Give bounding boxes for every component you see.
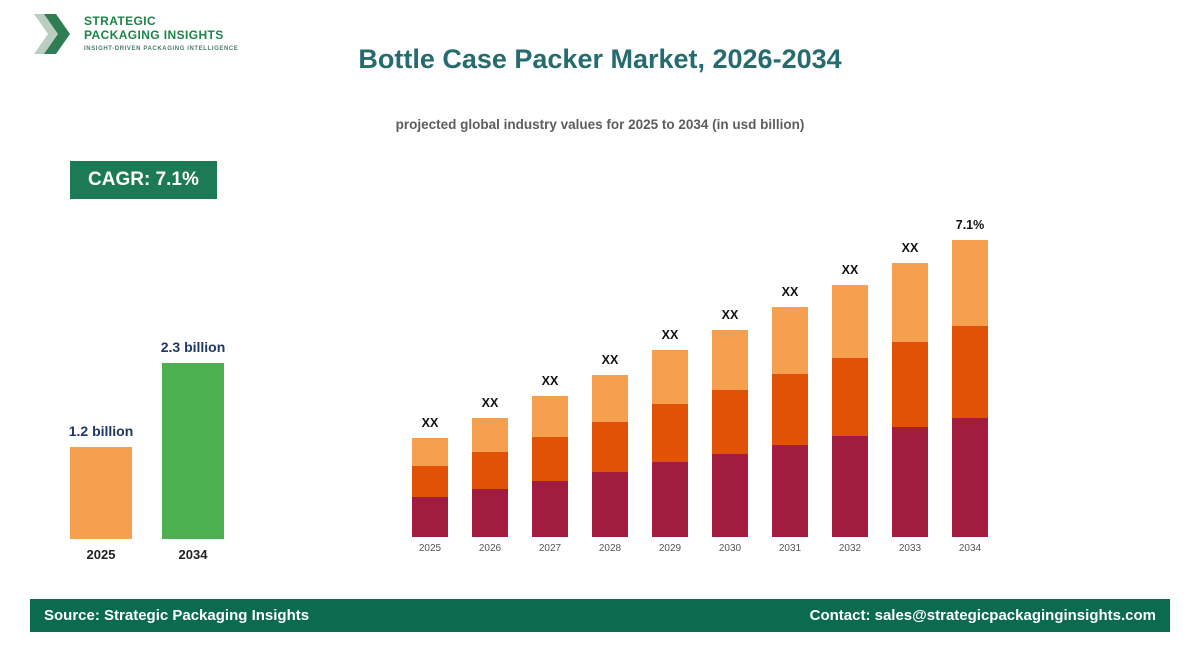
summary-chart-column: 2.3 billion 2034 (160, 339, 226, 562)
footer-bar: Source: Strategic Packaging Insights Con… (30, 599, 1170, 632)
stacked-bar-year-label: 2025 (418, 543, 442, 554)
stacked-bar-segment-top (952, 240, 988, 326)
summary-bar (162, 363, 224, 539)
footer-source: Source: Strategic Packaging Insights (44, 607, 310, 624)
page-title: Bottle Case Packer Market, 2026-2034 (358, 44, 842, 74)
cagr-badge: CAGR: 7.1% (70, 161, 217, 199)
stacked-bar-segment-middle (892, 342, 928, 427)
stacked-bar-value-label: XX (721, 308, 739, 322)
stacked-bar-year-label: 2029 (658, 543, 682, 554)
stacked-bar-segment-top (412, 438, 448, 466)
summary-bar-value-label: 2.3 billion (160, 339, 226, 355)
stacked-bar-segment-bottom (592, 472, 628, 537)
summary-chart: 1.2 billion 2025 2.3 billion 2034 (68, 339, 226, 562)
stacked-chart-column: XX 2032 (832, 263, 868, 554)
stacked-bar-year-label: 2032 (838, 543, 862, 554)
stacked-bar-segment-bottom (532, 481, 568, 537)
stacked-bar-year-label: 2028 (598, 543, 622, 554)
stacked-chart-column: XX 2031 (772, 285, 808, 554)
stacked-bar-segment-top (472, 418, 508, 452)
stacked-bar-segment-bottom (832, 436, 868, 537)
stacked-bar-segment-top (772, 307, 808, 374)
stacked-chart-column: XX 2027 (532, 374, 568, 554)
stacked-chart-column: XX 2033 (892, 241, 928, 554)
stacked-bar-segment-bottom (772, 445, 808, 537)
stacked-chart-column: XX 2030 (712, 308, 748, 554)
page-subtitle: projected global industry values for 202… (395, 117, 805, 132)
stacked-bar-segment-middle (952, 326, 988, 418)
stacked-bar-segment-bottom (412, 497, 448, 537)
stacked-bar-segment-middle (592, 422, 628, 472)
stacked-bar-segment-middle (772, 374, 808, 445)
summary-bar-year-label: 2034 (178, 547, 208, 562)
summary-bar (70, 447, 132, 539)
stacked-chart-column: XX 2025 (412, 416, 448, 554)
stacked-bar-segment-top (712, 330, 748, 390)
logo: STRATEGIC PACKAGING INSIGHTS INSIGHT-DRI… (30, 12, 238, 56)
stacked-bar-segment-middle (412, 466, 448, 497)
stacked-chart-column: XX 2026 (472, 396, 508, 554)
summary-chart-column: 1.2 billion 2025 (68, 423, 134, 562)
stacked-bar-year-label: 2033 (898, 543, 922, 554)
stacked-bar-value-label: XX (481, 396, 499, 410)
stacked-bar-segment-top (592, 375, 628, 422)
stacked-bar-year-label: 2027 (538, 543, 562, 554)
logo-tagline: INSIGHT-DRIVEN PACKAGING INTELLIGENCE (84, 45, 239, 52)
stacked-bar-segment-bottom (652, 462, 688, 537)
stacked-bar-year-label: 2034 (958, 543, 982, 554)
stacked-bar-value-label: XX (601, 353, 619, 367)
stacked-bar-value-label: XX (421, 416, 439, 430)
stacked-bar-segment-middle (712, 390, 748, 454)
stacked-bar-segment-middle (832, 358, 868, 436)
logo-chevron-icon (34, 14, 70, 54)
stacked-bar-value-label: XX (661, 328, 679, 342)
logo-name-line2: PACKAGING INSIGHTS (84, 28, 224, 43)
stacked-bar-segment-top (532, 396, 568, 437)
stacked-chart-column: XX 2028 (592, 353, 628, 554)
stacked-bar-value-label: XX (841, 263, 859, 277)
stacked-bar-year-label: 2031 (778, 543, 802, 554)
stacked-bar-segment-bottom (712, 454, 748, 537)
stacked-chart: XX 2025 XX 2026 XX 2027 XX 2028 XX 2029 XX 2030 XX 20… (412, 218, 988, 554)
stacked-bar-year-label: 2030 (718, 543, 742, 554)
stacked-bar-value-label: 7.1% (955, 218, 985, 232)
stacked-bar-segment-bottom (892, 427, 928, 537)
summary-bar-value-label: 1.2 billion (68, 423, 134, 439)
stacked-bar-segment-top (832, 285, 868, 358)
stacked-chart-column: 7.1% 2034 (952, 218, 988, 554)
stacked-bar-year-label: 2026 (478, 543, 502, 554)
footer-contact: Contact: sales@strategicpackaginginsight… (809, 607, 1156, 624)
stacked-bar-segment-middle (652, 404, 688, 462)
stacked-bar-value-label: XX (781, 285, 799, 299)
stacked-bar-value-label: XX (541, 374, 559, 388)
stacked-chart-column: XX 2029 (652, 328, 688, 554)
stacked-bar-segment-top (652, 350, 688, 404)
stacked-bar-segment-top (892, 263, 928, 342)
stacked-bar-segment-bottom (472, 489, 508, 537)
summary-bar-year-label: 2025 (86, 547, 116, 562)
logo-name-line1: STRATEGIC (84, 14, 157, 29)
stacked-bar-segment-middle (532, 437, 568, 481)
stacked-bar-value-label: XX (901, 241, 919, 255)
stacked-bar-segment-middle (472, 452, 508, 489)
logo-text: STRATEGIC PACKAGING INSIGHTS INSIGHT-DRI… (84, 14, 239, 52)
stacked-bar-segment-bottom (952, 418, 988, 537)
